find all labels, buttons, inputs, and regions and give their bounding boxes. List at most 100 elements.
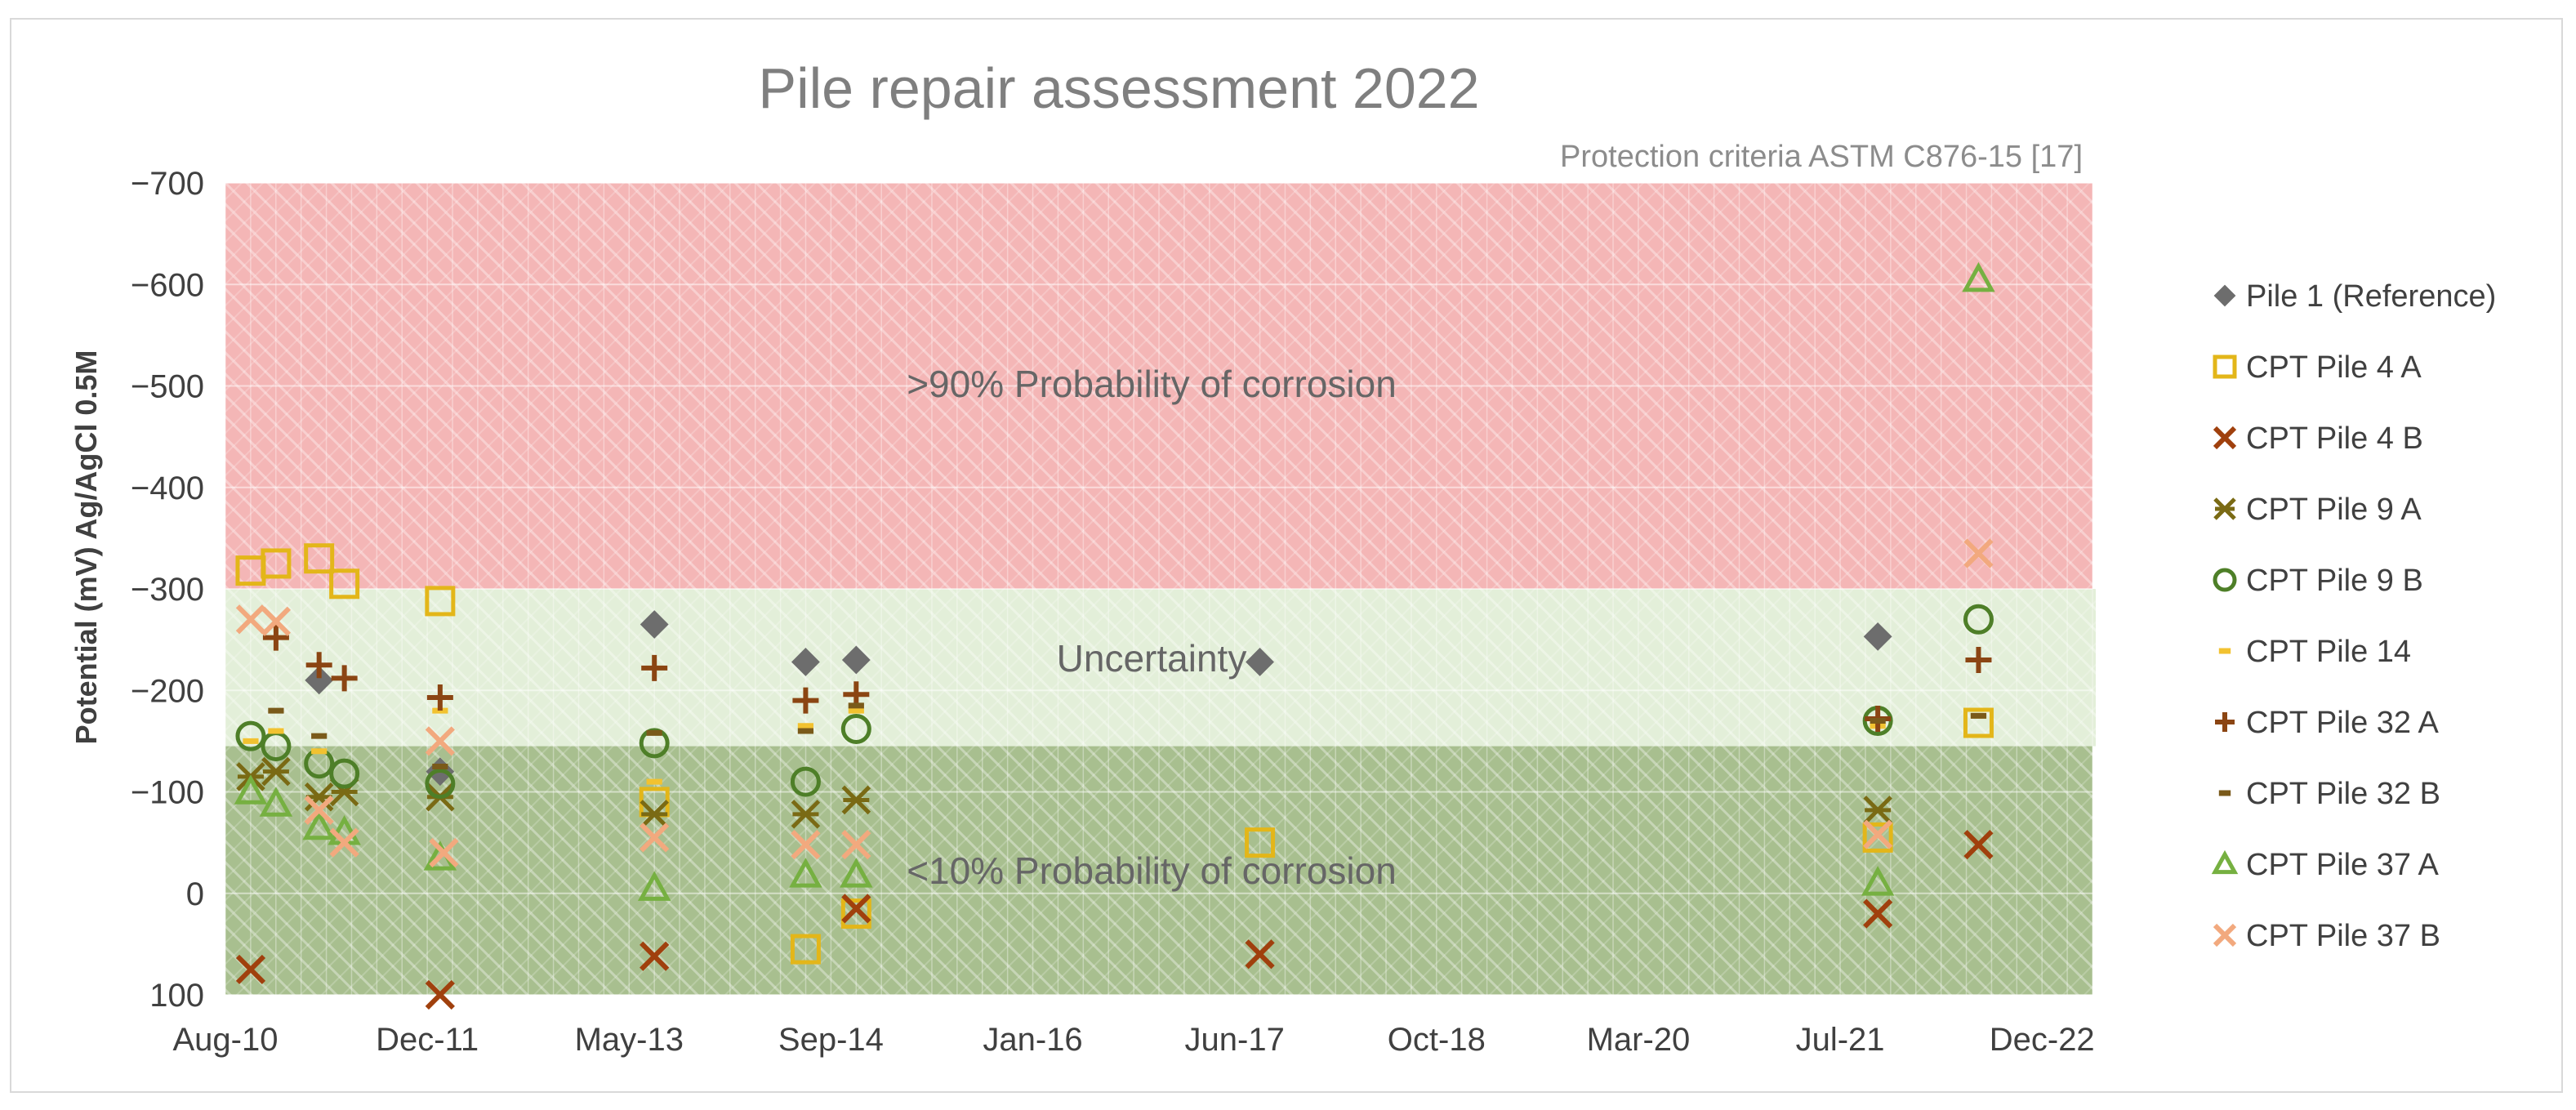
data-point-square — [790, 934, 821, 965]
data-point-x — [791, 829, 821, 860]
x-tick-label: May-13 — [575, 1022, 684, 1058]
data-point-x — [304, 795, 334, 825]
legend-label: CPT Pile 14 — [2246, 635, 2411, 669]
legend-label: CPT Pile 32 A — [2246, 706, 2440, 740]
legend-item: CPT Pile 4 B — [2213, 421, 2423, 456]
data-point-star — [304, 782, 334, 812]
y-tick-label: 100 — [149, 978, 204, 1014]
data-point-plus — [305, 652, 332, 679]
data-point-circle — [2213, 568, 2237, 592]
y-tick-label: −100 — [131, 775, 204, 811]
data-point-triangle — [2211, 849, 2239, 875]
data-point-star — [841, 785, 871, 815]
chart-title: Pile repair assessment 2022 — [758, 56, 1479, 120]
series-0 — [305, 610, 1892, 787]
data-point-plus — [262, 624, 289, 651]
x-tick-label: Aug-10 — [173, 1022, 279, 1058]
legend-item: CPT Pile 9 B — [2213, 564, 2423, 598]
chart-subtitle: Protection criteria ASTM C876-15 [17] — [1560, 140, 2083, 174]
y-axis-label: Potential (mV) Ag/AgCl 0.5M — [69, 350, 103, 745]
data-point-diamond — [1246, 648, 1274, 676]
data-point-diamond — [640, 610, 669, 639]
data-point-x — [2213, 426, 2237, 450]
data-point-circle — [425, 769, 456, 800]
data-point-triangle — [1861, 866, 1895, 896]
data-point-x — [2213, 923, 2237, 947]
data-point-square — [840, 898, 871, 929]
series-1 — [235, 543, 1994, 965]
legend-label: CPT Pile 37 B — [2246, 919, 2440, 953]
data-point-star — [261, 756, 291, 787]
data-point-plus — [792, 687, 819, 714]
data-point-square — [1245, 827, 1276, 858]
x-tick-label: Oct-18 — [1388, 1022, 1486, 1058]
legend-label: CPT Pile 9 B — [2246, 564, 2423, 598]
data-point-triangle — [234, 774, 268, 805]
series-8 — [234, 261, 1995, 901]
data-point-circle — [790, 766, 821, 797]
legend-item: CPT Pile 14 — [2218, 635, 2411, 669]
zone-hatch-2 — [225, 746, 2092, 995]
data-point-square — [261, 548, 292, 579]
x-tick-label: Jul-21 — [1796, 1022, 1885, 1058]
data-point-triangle — [637, 871, 671, 901]
series-9 — [235, 538, 1994, 868]
legend-item: CPT Pile 32 B — [2218, 777, 2440, 811]
data-point-x — [1863, 898, 1893, 929]
zone-label-1: Uncertainty — [1057, 637, 1247, 680]
data-point-square — [329, 568, 360, 600]
data-point-x — [425, 979, 455, 1010]
data-point-triangle — [840, 858, 873, 888]
x-tick-label: Sep-14 — [778, 1022, 884, 1058]
legend-item: CPT Pile 4 A — [2213, 350, 2422, 385]
legend-item: CPT Pile 9 A — [2213, 493, 2422, 527]
data-point-triangle — [1962, 261, 1995, 292]
x-axis-ticks: Aug-10 Dec-11 May-13 Sep-14 Jan-16 Jun-17 Oct-… — [173, 1022, 2095, 1058]
data-point-x — [425, 726, 455, 756]
data-point-diamond — [791, 648, 820, 676]
probability-zones — [225, 183, 2096, 995]
data-point-triangle — [259, 787, 293, 817]
zone-labels: >90% Probability of corrosion Uncertainty… — [907, 363, 1397, 892]
data-point-diamond — [305, 666, 334, 695]
data-point-plus — [1965, 646, 1992, 673]
zone-hatch-1 — [225, 589, 2096, 747]
data-point-x — [1963, 829, 1994, 860]
data-point-x — [235, 954, 266, 985]
y-tick-label: −300 — [131, 572, 204, 608]
data-points — [234, 261, 1995, 1010]
data-point-circle — [329, 758, 360, 789]
data-point-square — [425, 586, 456, 617]
legend-label: CPT Pile 4 A — [2246, 350, 2422, 385]
data-point-star — [2213, 497, 2236, 520]
data-point-plus — [2215, 712, 2235, 732]
legend-label: CPT Pile 37 A — [2246, 848, 2440, 882]
data-point-circle — [1963, 604, 1994, 635]
x-tick-label: Mar-20 — [1587, 1022, 1691, 1058]
data-point-square — [304, 543, 335, 574]
data-point-triangle — [302, 809, 336, 840]
data-point-star — [791, 800, 821, 829]
data-point-square — [2213, 354, 2237, 379]
y-tick-label: −500 — [131, 369, 204, 405]
legend-label: CPT Pile 4 B — [2246, 421, 2423, 456]
legend-item: CPT Pile 37 B — [2213, 919, 2440, 953]
x-tick-label: Jun-17 — [1185, 1022, 1285, 1058]
zone-label-0: >90% Probability of corrosion — [907, 363, 1397, 405]
data-point-x — [329, 827, 359, 858]
y-tick-label: −400 — [131, 470, 204, 506]
zone-label-2: <10% Probability of corrosion — [907, 849, 1397, 892]
data-point-plus — [426, 684, 453, 711]
legend-label: CPT Pile 9 A — [2246, 493, 2422, 527]
series-7 — [268, 702, 1987, 769]
legend-label: Pile 1 (Reference) — [2246, 279, 2496, 314]
data-point-star — [1863, 796, 1892, 825]
x-tick-label: Jan-16 — [983, 1022, 1082, 1058]
legend: Pile 1 (Reference) CPT Pile 4 A CPT Pile 4… — [2211, 279, 2496, 953]
y-tick-label: 0 — [186, 876, 204, 912]
y-tick-label: −200 — [131, 673, 204, 709]
data-point-triangle — [789, 858, 822, 888]
data-point-x — [841, 894, 871, 924]
data-point-star — [640, 800, 669, 829]
